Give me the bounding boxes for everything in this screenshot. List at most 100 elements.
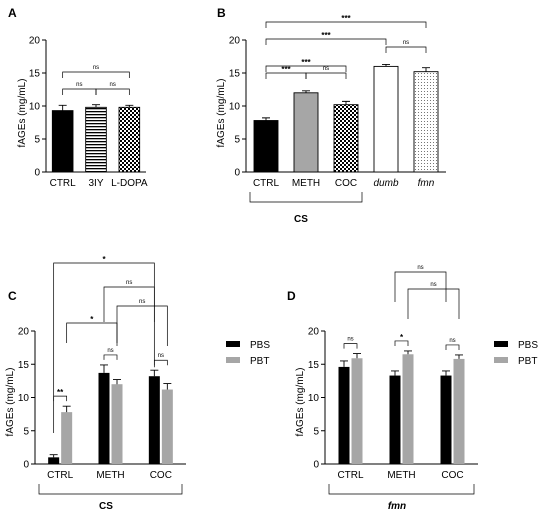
legend-swatch-pbt-d bbox=[494, 357, 508, 363]
comparison-a-2 bbox=[62, 71, 130, 78]
error-bar-d-pbt-2 bbox=[455, 354, 463, 359]
comparison-b-4-label: *** bbox=[321, 31, 331, 40]
comparison-c-3-label: * bbox=[102, 255, 106, 264]
bar-c-pbt-1 bbox=[111, 384, 123, 464]
legend-label-pbt-d: PBT bbox=[518, 356, 537, 367]
legend-c: PBS PBT bbox=[226, 340, 270, 367]
comparison-b-5-label: *** bbox=[341, 14, 351, 23]
comparison-d-1-label: ns bbox=[417, 265, 423, 271]
comparison-b-0-label: *** bbox=[281, 65, 291, 74]
error-bar-c-pbs-0 bbox=[49, 454, 58, 458]
comparison-b-5 bbox=[265, 21, 427, 28]
chart-panel-c: 0 5 10 15 20 CTRL ** METH ns COC ns * ns ns * bbox=[18, 255, 186, 495]
panel-label-a: A bbox=[8, 6, 17, 20]
chart-panel-a: 0 5 10 15 20 CTRL 3IY L-DOPA ns ns ns bbox=[29, 36, 148, 190]
bar-b-3 bbox=[373, 65, 399, 173]
error-bar-c-pbs-2 bbox=[150, 369, 159, 377]
y-tick-label-d-1: 5 bbox=[313, 426, 319, 437]
panel-label-b: B bbox=[217, 6, 226, 20]
group-bracket-b bbox=[249, 192, 363, 203]
bar-d-pbt-1 bbox=[402, 354, 414, 464]
legend-d: PBS PBT bbox=[494, 340, 538, 367]
comparison-d-1 bbox=[394, 271, 447, 302]
comparison-a-1-label: ns bbox=[109, 82, 115, 88]
bar-a-1 bbox=[85, 106, 107, 173]
x-tick-label-d-1: METH bbox=[387, 470, 415, 481]
y-tick-label-a-0: 0 bbox=[34, 168, 40, 179]
y-tick-label-b-2: 10 bbox=[229, 102, 241, 113]
legend-swatch-pbt-c bbox=[226, 357, 240, 363]
y-axis-title-d: fAGEs (mg/mL) bbox=[295, 368, 306, 437]
group-label-c: CS bbox=[99, 501, 113, 512]
bar-d-pbt-2 bbox=[453, 358, 465, 464]
y-tick-label-c-0: 0 bbox=[23, 460, 29, 471]
comparison-b-3 bbox=[385, 46, 427, 53]
y-tick-label-b-3: 15 bbox=[229, 69, 241, 80]
x-tick-label-a-1: 3IY bbox=[88, 178, 103, 189]
group-label-b: CS bbox=[294, 214, 308, 225]
comparison-c-0-label: * bbox=[90, 315, 94, 324]
group-label-d: fmn bbox=[388, 501, 406, 512]
comparison-c-2 bbox=[103, 286, 155, 322]
comparison-a-1 bbox=[95, 88, 130, 95]
pair-comparison-c-1-label: ns bbox=[107, 348, 113, 354]
y-axis-title-b: fAGEs (mg/mL) bbox=[216, 79, 227, 148]
comparison-c-1 bbox=[116, 305, 168, 346]
pair-comparison-d-2 bbox=[445, 344, 460, 350]
bar-d-pbs-2 bbox=[440, 375, 452, 464]
bar-b-4 bbox=[413, 71, 439, 173]
comparison-b-2-label: *** bbox=[301, 58, 311, 67]
bar-b-0 bbox=[253, 120, 279, 173]
pair-comparison-d-0-label: ns bbox=[347, 337, 353, 343]
error-bar-a-2 bbox=[125, 104, 134, 108]
bar-c-pbt-0 bbox=[61, 412, 73, 464]
legend-swatch-pbs-c bbox=[226, 341, 240, 347]
panel-label-c: C bbox=[8, 289, 17, 303]
legend-label-pbs-d: PBS bbox=[518, 340, 538, 351]
error-bar-b-0 bbox=[262, 117, 270, 121]
x-tick-label-b-1: METH bbox=[292, 178, 320, 189]
x-tick-label-b-3: dumb bbox=[373, 178, 398, 189]
chart-panel-b: 0 5 10 15 20 CTRL METH COC dumb fmn *** ns *** ns *** *… bbox=[229, 14, 446, 203]
y-tick-label-c-1: 5 bbox=[23, 426, 29, 437]
x-tick-label-d-2: COC bbox=[441, 470, 463, 481]
comparison-c-3 bbox=[53, 262, 155, 433]
pair-comparison-c-0-label: ** bbox=[57, 388, 64, 397]
error-bar-a-1 bbox=[92, 104, 100, 108]
y-tick-label-a-1: 5 bbox=[34, 135, 40, 146]
y-tick-label-c-2: 10 bbox=[18, 393, 30, 404]
comparison-b-3-label: ns bbox=[403, 40, 409, 46]
bar-d-pbt-0 bbox=[351, 358, 363, 464]
x-tick-label-c-0: CTRL bbox=[47, 470, 74, 481]
x-tick-label-b-4: fmn bbox=[418, 178, 435, 189]
pair-comparison-c-2 bbox=[153, 359, 168, 366]
error-bar-c-pbt-1 bbox=[113, 379, 121, 385]
x-tick-label-c-2: COC bbox=[150, 470, 172, 481]
y-tick-label-b-1: 5 bbox=[234, 135, 240, 146]
comparison-c-0 bbox=[66, 322, 118, 343]
chart-panel-d: 0 5 10 15 20 CTRL ns METH * COC ns ns ns bbox=[308, 265, 478, 495]
y-tick-label-d-2: 10 bbox=[308, 393, 320, 404]
error-bar-b-2 bbox=[342, 100, 350, 105]
y-tick-label-d-4: 20 bbox=[308, 327, 320, 338]
pair-comparison-c-1 bbox=[103, 354, 118, 360]
pair-comparison-d-1-label: * bbox=[400, 333, 404, 342]
comparison-b-1 bbox=[305, 72, 347, 79]
y-axis-title-c: fAGEs (mg/mL) bbox=[5, 368, 16, 437]
comparison-b-2 bbox=[265, 65, 347, 72]
error-bar-a-0 bbox=[58, 104, 67, 111]
bar-c-pbt-2 bbox=[161, 389, 173, 464]
comparison-c-1-label: ns bbox=[139, 299, 145, 305]
bar-d-pbs-0 bbox=[338, 366, 350, 464]
legend-swatch-pbs-d bbox=[494, 341, 508, 347]
legend-label-pbt-c: PBT bbox=[250, 356, 269, 367]
pair-comparison-d-1 bbox=[394, 340, 409, 346]
bar-c-pbs-1 bbox=[98, 372, 110, 464]
bar-b-2 bbox=[333, 104, 359, 173]
y-tick-label-d-3: 15 bbox=[308, 360, 320, 371]
x-tick-label-c-1: METH bbox=[96, 470, 124, 481]
panel-label-d: D bbox=[287, 289, 296, 303]
bar-d-pbs-1 bbox=[389, 375, 401, 464]
y-tick-label-a-2: 10 bbox=[29, 102, 41, 113]
